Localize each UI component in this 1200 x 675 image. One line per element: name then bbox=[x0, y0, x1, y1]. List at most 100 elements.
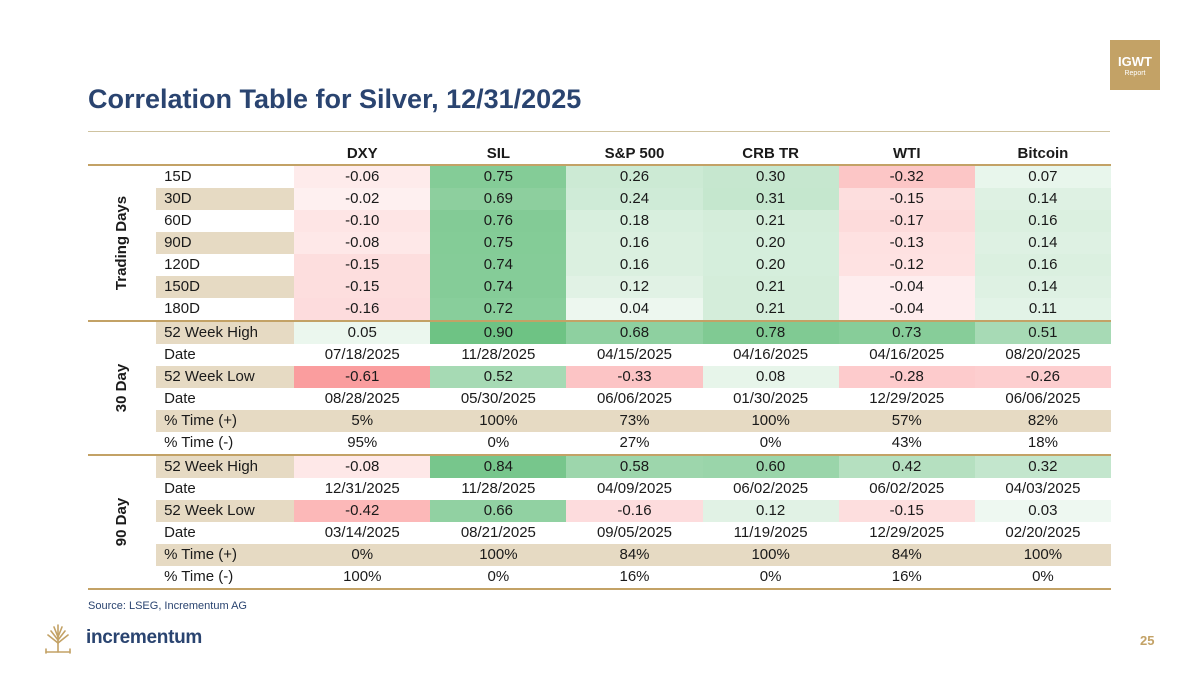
table-cell: 0.21 bbox=[702, 298, 839, 321]
badge-title: IGWT bbox=[1118, 54, 1152, 69]
table-cell: -0.02 bbox=[294, 188, 431, 210]
table-cell: 0.60 bbox=[702, 455, 839, 478]
table-cell: 18% bbox=[1027, 434, 1058, 451]
table-cell: 0.68 bbox=[566, 321, 703, 344]
table-cell: -0.04 bbox=[838, 298, 975, 321]
table-cell: 0.14 bbox=[974, 276, 1111, 298]
table-cell: 0.90 bbox=[430, 321, 567, 344]
table-cell: 05/30/2025 bbox=[460, 390, 536, 407]
table-cell: 0.05 bbox=[294, 321, 431, 344]
table-cell: 02/20/2025 bbox=[1005, 524, 1081, 541]
row-label: 52 Week Low bbox=[156, 500, 295, 522]
table-cell: 43% bbox=[891, 434, 922, 451]
row-label: 52 Week Low bbox=[156, 366, 295, 388]
table-cell: -0.15 bbox=[838, 188, 975, 210]
row-label: 180D bbox=[164, 300, 200, 317]
table-cell: 0.11 bbox=[974, 298, 1111, 321]
table-cell: 0.72 bbox=[430, 298, 567, 321]
row-label: 52 Week High bbox=[156, 321, 295, 344]
table-cell: -0.32 bbox=[838, 165, 975, 188]
table-cell: 57% bbox=[838, 410, 975, 432]
table-cell: 100% bbox=[343, 568, 382, 585]
table-row: 52 Week Low -0.61 0.52 -0.33 0.08 -0.28 -0.26 bbox=[88, 366, 1111, 388]
table-cell: 0% bbox=[294, 544, 431, 566]
table-cell: 16% bbox=[891, 568, 922, 585]
table-cell: 12/29/2025 bbox=[869, 524, 945, 541]
row-label: % Time (-) bbox=[164, 568, 234, 585]
table-cell: 07/18/2025 bbox=[324, 346, 400, 363]
table-cell: 03/14/2025 bbox=[324, 524, 400, 541]
table-cell: 0.66 bbox=[430, 500, 567, 522]
table-cell: 11/28/2025 bbox=[461, 480, 536, 497]
row-label: Date bbox=[164, 390, 196, 407]
section-label-text: 30 Day bbox=[113, 363, 131, 413]
table-cell: -0.26 bbox=[974, 366, 1111, 388]
table-row: Date 08/28/2025 05/30/2025 06/06/2025 01/30/… bbox=[88, 388, 1111, 410]
column-header-crb-tr: CRB TR bbox=[742, 145, 799, 162]
row-label: Date bbox=[164, 346, 196, 363]
table-cell: 0.30 bbox=[702, 165, 839, 188]
table-cell: 08/21/2025 bbox=[460, 524, 536, 541]
table-cell: -0.61 bbox=[294, 366, 431, 388]
table-cell: 0.31 bbox=[702, 188, 839, 210]
table-header-row: DXY SIL S&P 500 CRB TR WTI Bitcoin bbox=[88, 144, 1111, 165]
table-cell: 04/15/2025 bbox=[596, 346, 673, 363]
table-cell: -0.15 bbox=[294, 254, 431, 276]
igwt-report-badge: IGWT Report bbox=[1110, 40, 1160, 90]
table-cell: 0.75 bbox=[430, 165, 567, 188]
table-cell: 06/06/2025 bbox=[596, 390, 673, 407]
table-row: Trading Days 15D -0.06 0.75 0.26 0.30 -0.32 0.0… bbox=[88, 165, 1111, 290]
table-cell: 0.16 bbox=[566, 232, 703, 254]
table-cell: 84% bbox=[566, 544, 703, 566]
table-row: 150D -0.15 0.74 0.12 0.21 -0.04 0.14 bbox=[88, 276, 1111, 298]
table-cell: 100% bbox=[430, 410, 567, 432]
source-note: Source: LSEG, Incrementum AG bbox=[88, 600, 247, 612]
table-cell: 0% bbox=[759, 568, 782, 585]
table-cell: 0.26 bbox=[566, 165, 703, 188]
table-cell: 04/03/2025 bbox=[1005, 480, 1081, 497]
brand-wordmark: incrementum bbox=[86, 627, 203, 648]
table-cell: 0.12 bbox=[566, 276, 703, 298]
row-label: 30D bbox=[156, 188, 295, 210]
table-cell: 0.12 bbox=[702, 500, 839, 522]
table-cell: 0% bbox=[487, 434, 510, 451]
row-label: % Time (+) bbox=[156, 410, 295, 432]
row-label: % Time (-) bbox=[164, 434, 234, 451]
table-cell: -0.08 bbox=[294, 232, 431, 254]
row-label: Date bbox=[164, 524, 196, 541]
table-row: % Time (-) 95% 0% 27% 0% 43% 18% bbox=[88, 432, 1111, 455]
page-title: Correlation Table for Silver, 12/31/2025 bbox=[88, 84, 582, 114]
table-row: Date 03/14/2025 08/21/2025 09/05/2025 11/19/… bbox=[88, 522, 1111, 544]
table-cell: -0.13 bbox=[838, 232, 975, 254]
table-cell: 0.76 bbox=[430, 210, 567, 232]
table-cell: 0.16 bbox=[566, 254, 703, 276]
table-cell: 0% bbox=[1032, 568, 1054, 585]
table-cell: 0.08 bbox=[702, 366, 839, 388]
row-label: 90D bbox=[156, 232, 295, 254]
table-cell: 100% bbox=[974, 544, 1111, 566]
table-cell: 06/02/2025 bbox=[869, 480, 945, 497]
table-cell: 0.21 bbox=[702, 210, 839, 232]
table-cell: 08/28/2025 bbox=[324, 390, 400, 407]
row-label: 120D bbox=[164, 256, 200, 273]
incrementum-logo: incrementum bbox=[42, 622, 202, 654]
table-row: 30 Day 52 Week High 0.05 0.90 0.68 0.78 0.73 0.… bbox=[88, 321, 1111, 412]
table-cell: 0.51 bbox=[974, 321, 1111, 344]
table-cell: 11/19/2025 bbox=[733, 524, 808, 541]
table-cell: 12/29/2025 bbox=[869, 390, 945, 407]
table-row: 60D -0.10 0.76 0.18 0.21 -0.17 0.16 bbox=[88, 210, 1111, 232]
table-cell: -0.33 bbox=[566, 366, 703, 388]
table-cell: 06/06/2025 bbox=[1005, 390, 1081, 407]
header-spacer bbox=[156, 144, 294, 165]
table-cell: 0.58 bbox=[566, 455, 703, 478]
correlation-table-container: DXY SIL S&P 500 CRB TR WTI Bitcoin Tradi… bbox=[88, 144, 1111, 590]
table-cell: -0.17 bbox=[838, 210, 975, 232]
row-label: 15D bbox=[164, 168, 192, 185]
table-cell: 0.75 bbox=[430, 232, 567, 254]
column-header-wti: WTI bbox=[893, 145, 921, 162]
section-label: 90 Day bbox=[88, 455, 156, 589]
table-row: 90 Day 52 Week High -0.08 0.84 0.58 0.60 0.42 0… bbox=[88, 455, 1111, 546]
table-cell: 27% bbox=[619, 434, 650, 451]
table-cell: 0.78 bbox=[702, 321, 839, 344]
row-label: Date bbox=[164, 480, 196, 497]
